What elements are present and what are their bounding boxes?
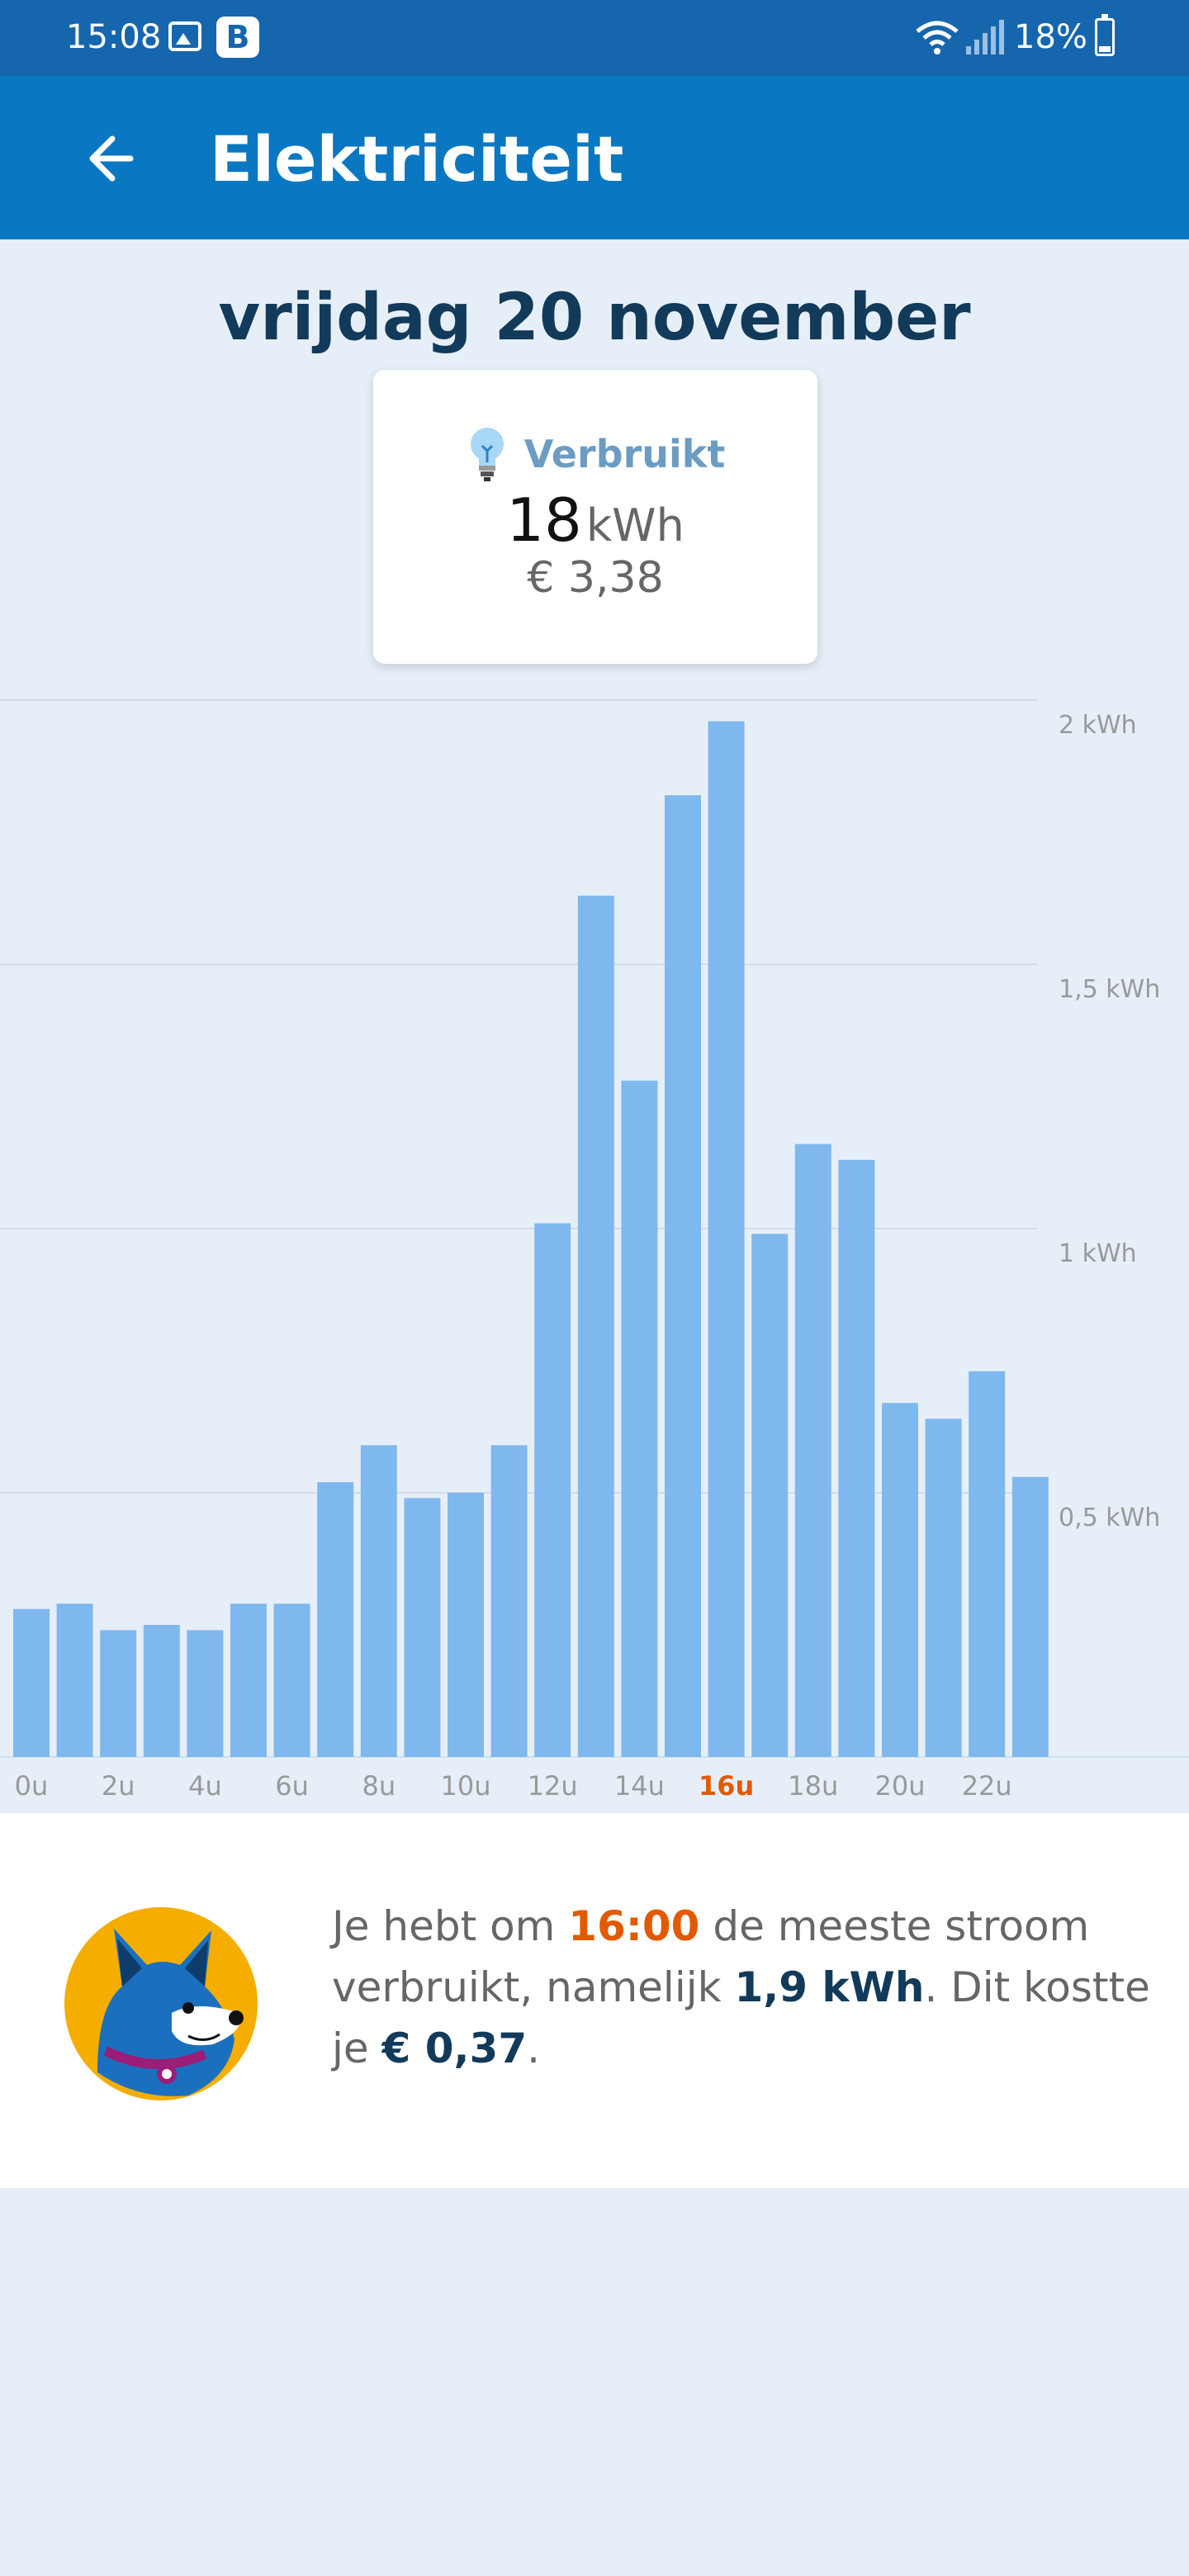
chart-bar-hour-23[interactable] bbox=[1011, 1476, 1049, 1757]
status-time: 15:08 bbox=[66, 18, 162, 56]
chart-bar-hour-9[interactable] bbox=[404, 1498, 441, 1757]
x-tick-label: 2u bbox=[102, 1770, 135, 1802]
arrow-left-icon[interactable] bbox=[81, 125, 147, 192]
y-tick-label: 0,5 kWh bbox=[1059, 1503, 1160, 1532]
day-title: vrijdag 20 november bbox=[218, 281, 971, 355]
chart-bar-hour-0[interactable] bbox=[13, 1608, 50, 1757]
chart-bar-hour-10[interactable] bbox=[448, 1493, 484, 1757]
app-bar: Elektriciteit bbox=[0, 76, 1189, 239]
wifi-icon bbox=[916, 21, 959, 54]
insight-text-4: . bbox=[527, 2024, 541, 2072]
y-axis-labels: 0,5 kWh 1 kWh 1,5 kWh 2 kWh bbox=[1059, 711, 1160, 1532]
hourly-usage-chart: 0,5 kWh 1 kWh 1,5 kWh 2 kWh 0u 2u 4u 6u 8u 10u 12… bbox=[0, 699, 1189, 1802]
x-tick-label: 6u bbox=[275, 1770, 309, 1802]
y-tick-label: 1,5 kWh bbox=[1059, 975, 1160, 1004]
x-tick-label: 4u bbox=[188, 1770, 222, 1802]
chart-bar-hour-20[interactable] bbox=[882, 1403, 918, 1757]
chart-bar-hour-6[interactable] bbox=[273, 1603, 310, 1757]
chart-bars bbox=[13, 721, 1049, 1758]
x-tick-label: 18u bbox=[788, 1770, 838, 1802]
x-tick-label: 20u bbox=[875, 1770, 926, 1802]
insight-message: Je hebt om 16:00 de meeste stroom verbru… bbox=[332, 1896, 1158, 2079]
chart-bar-hour-16[interactable] bbox=[708, 721, 745, 1757]
summary-usage-value: 18 bbox=[506, 485, 582, 555]
chart-bar-hour-12[interactable] bbox=[534, 1223, 571, 1757]
insight-text-1: Je hebt om bbox=[332, 1902, 569, 1950]
x-tick-label: 0u bbox=[15, 1770, 49, 1802]
chart-bar-hour-2[interactable] bbox=[100, 1630, 137, 1757]
summary-usage-unit: kWh bbox=[585, 500, 685, 552]
battery-level bbox=[1099, 46, 1111, 52]
chart-bar-hour-3[interactable] bbox=[143, 1625, 180, 1757]
y-tick-label: 1 kWh bbox=[1059, 1239, 1137, 1268]
chart-bar-hour-8[interactable] bbox=[360, 1445, 397, 1757]
signal-icon bbox=[966, 20, 1004, 54]
insight-peak-cost: € 0,37 bbox=[381, 2024, 528, 2072]
chart-bar-hour-7[interactable] bbox=[317, 1482, 354, 1757]
status-bar: 15:08 B 18% bbox=[0, 0, 1189, 76]
page-title: Elektriciteit bbox=[210, 122, 624, 196]
lightbulb-icon bbox=[470, 428, 504, 481]
usage-summary-card: Verbruikt 18 kWh € 3,38 bbox=[373, 370, 817, 664]
chart-bar-hour-19[interactable] bbox=[838, 1159, 875, 1757]
chart-bar-hour-1[interactable] bbox=[56, 1603, 93, 1757]
x-tick-label: 22u bbox=[962, 1770, 1012, 1802]
summary-label-row: Verbruikt bbox=[373, 424, 817, 484]
insight-text-3: . Dit kostte je bbox=[332, 1963, 1150, 2072]
x-tick-label: 12u bbox=[528, 1770, 578, 1802]
insight-peak-amount: 1,9 kWh bbox=[734, 1963, 925, 2011]
chart-bar-hour-21[interactable] bbox=[925, 1418, 962, 1757]
summary-label: Verbruikt bbox=[523, 432, 726, 476]
battery-percent: 18% bbox=[1014, 18, 1087, 56]
chart-bar-hour-4[interactable] bbox=[187, 1630, 224, 1757]
image-icon bbox=[168, 21, 201, 51]
b-app-icon: B bbox=[216, 17, 259, 58]
y-tick-label: 2 kWh bbox=[1059, 711, 1137, 740]
chart-bar-hour-11[interactable] bbox=[490, 1445, 528, 1757]
dog-mascot-avatar bbox=[64, 1907, 258, 2100]
chart-bar-hour-17[interactable] bbox=[751, 1234, 789, 1757]
battery-icon bbox=[1095, 14, 1115, 56]
x-tick-label: 16u bbox=[699, 1770, 754, 1802]
x-axis-labels: 0u 2u 4u 6u 8u 10u 12u 14u 16u 18u 20u 22u bbox=[15, 1770, 1012, 1802]
chart-bar-hour-13[interactable] bbox=[577, 895, 614, 1757]
x-tick-label: 14u bbox=[614, 1770, 665, 1802]
summary-usage: 18 kWh bbox=[373, 485, 817, 555]
insight-text-2: de meeste stroom verbruikt, namelijk bbox=[332, 1902, 1090, 2011]
x-tick-label: 10u bbox=[441, 1770, 491, 1802]
chart-bar-hour-5[interactable] bbox=[230, 1603, 267, 1757]
x-tick-label: 8u bbox=[362, 1770, 396, 1802]
chart-bar-hour-15[interactable] bbox=[665, 795, 701, 1758]
chart-bar-hour-18[interactable] bbox=[794, 1144, 831, 1757]
chart-bar-hour-14[interactable] bbox=[621, 1080, 658, 1757]
insight-panel: Je hebt om 16:00 de meeste stroom verbru… bbox=[0, 1813, 1189, 2188]
insight-peak-time: 16:00 bbox=[568, 1902, 700, 1950]
chart-bar-hour-22[interactable] bbox=[969, 1371, 1006, 1757]
summary-cost: € 3,38 bbox=[527, 553, 664, 603]
